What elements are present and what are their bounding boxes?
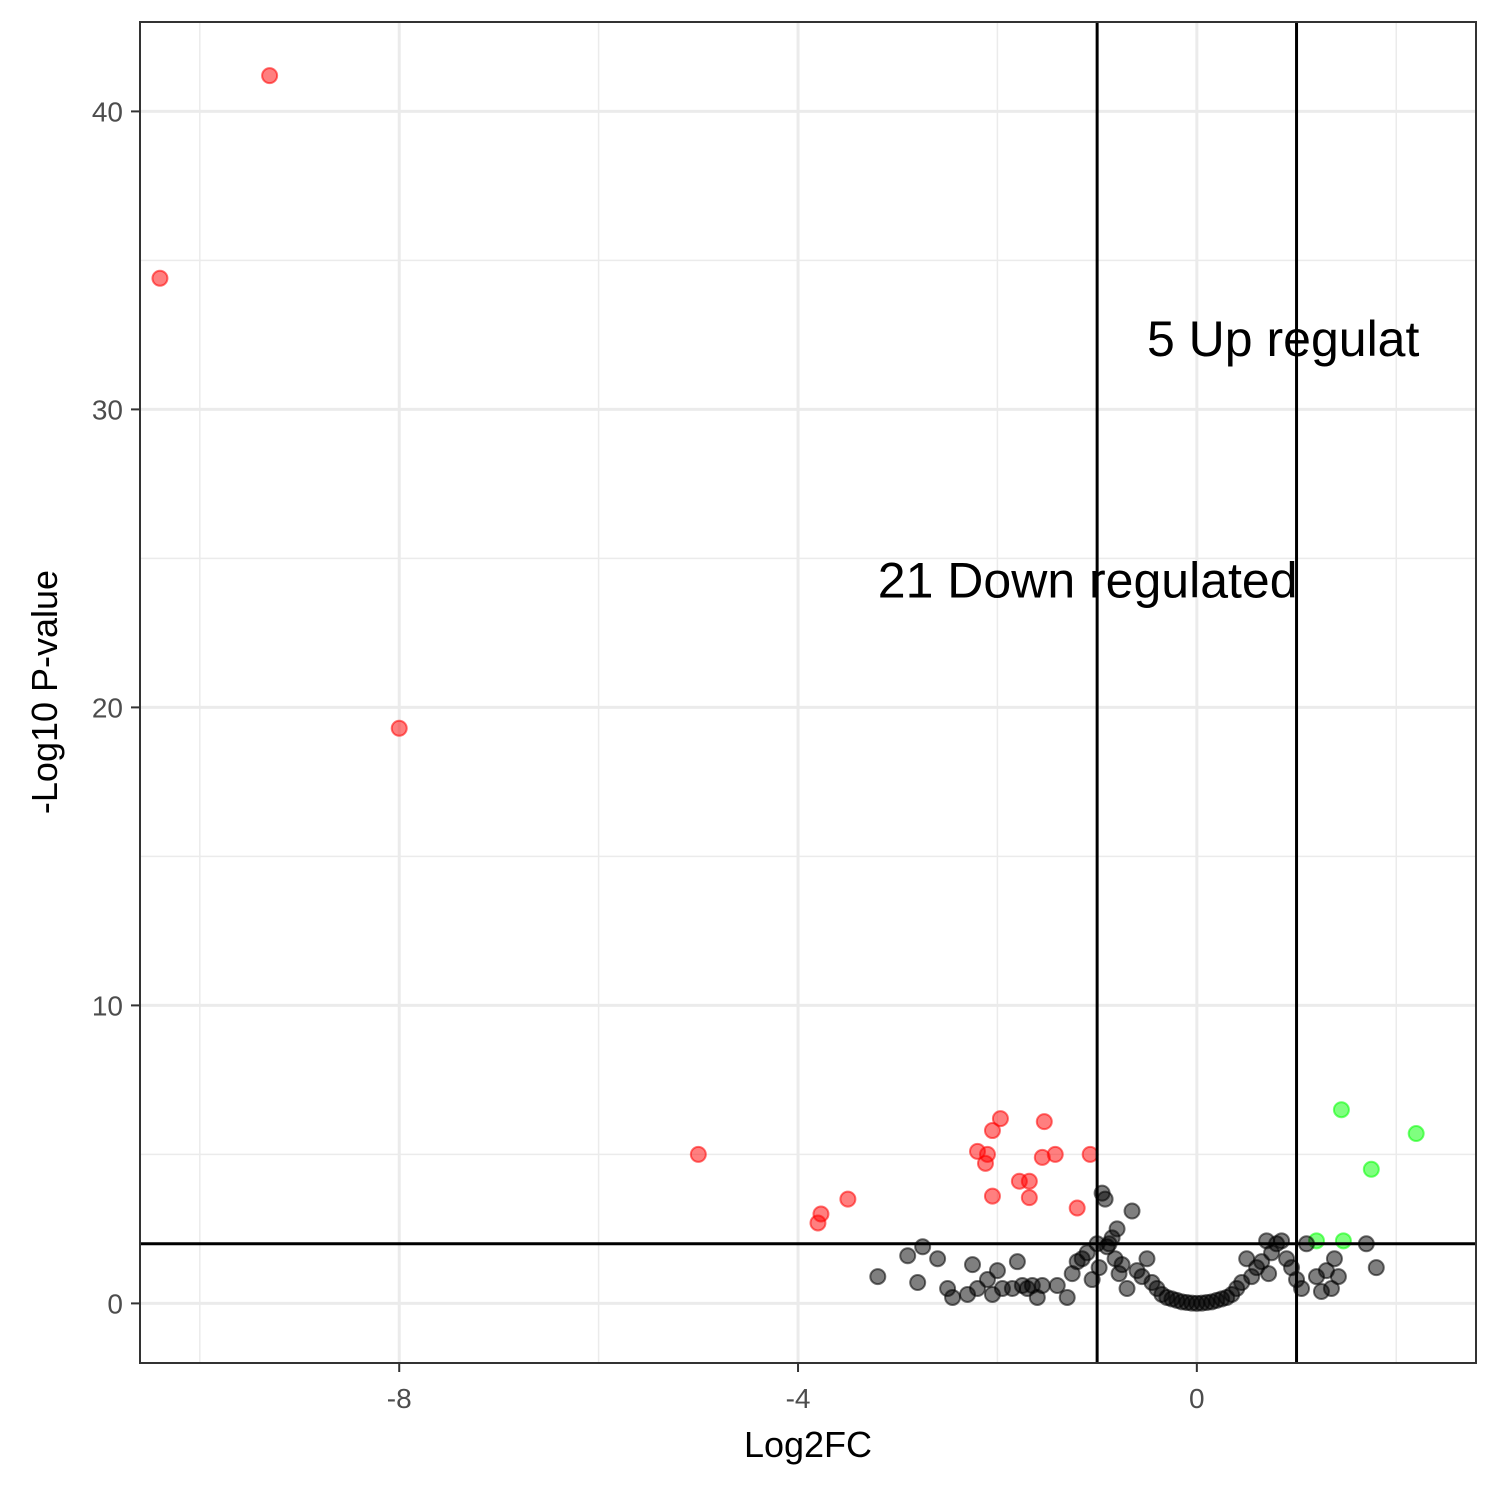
data-point [944, 1288, 962, 1306]
data-point [899, 1247, 917, 1265]
data-point [909, 1274, 927, 1292]
x-tick-label: 0 [1189, 1383, 1205, 1414]
data-point [1020, 1189, 1038, 1207]
data-point [390, 719, 408, 737]
x-axis-title: Log2FC [744, 1424, 872, 1465]
y-tick-label: 30 [92, 394, 123, 425]
data-point [812, 1205, 830, 1223]
data-point [151, 269, 169, 287]
data-point [689, 1145, 707, 1163]
data-point [1113, 1256, 1131, 1274]
y-tick-label: 10 [92, 990, 123, 1021]
annotations: 21 Down regulated 5 Up regulat [878, 311, 1420, 608]
threshold-lines [140, 22, 1476, 1363]
data-point [1123, 1202, 1141, 1220]
data-point [1334, 1232, 1352, 1250]
y-axis-title: -Log10 P-value [24, 570, 65, 814]
data-point [1407, 1125, 1425, 1143]
plot-panel-border [139, 21, 1477, 1364]
data-point [839, 1190, 857, 1208]
data-point [1118, 1280, 1136, 1297]
data-point [1090, 1259, 1108, 1277]
data-point [914, 1238, 932, 1256]
data-point [1048, 1277, 1066, 1295]
data-point [991, 1110, 1009, 1128]
data-point [1008, 1253, 1026, 1271]
data-point [1329, 1268, 1347, 1286]
data-point [1033, 1277, 1051, 1295]
major-gridlines [140, 22, 1476, 1363]
data-points [151, 67, 1425, 1312]
data-point [1138, 1250, 1156, 1268]
data-point [1068, 1199, 1086, 1217]
data-point [1081, 1145, 1099, 1163]
data-point [1273, 1232, 1291, 1250]
data-point [1035, 1113, 1053, 1131]
x-tick-label: -4 [786, 1383, 811, 1414]
minor-gridlines [140, 22, 1476, 1363]
data-point [983, 1122, 1001, 1140]
data-point [869, 1268, 887, 1286]
x-tick-label: -8 [387, 1383, 412, 1414]
data-point [1020, 1172, 1038, 1190]
data-point [1367, 1259, 1385, 1277]
y-tick-label: 40 [92, 96, 123, 127]
data-point [1058, 1288, 1076, 1306]
data-point [929, 1250, 947, 1268]
data-point [983, 1187, 1001, 1205]
data-point [1332, 1101, 1350, 1119]
data-point [1108, 1220, 1126, 1238]
y-tick-label: 20 [92, 692, 123, 723]
annotation-label: 21 Down regulated [878, 552, 1298, 608]
data-point [988, 1262, 1006, 1280]
data-point [1260, 1265, 1278, 1283]
data-point [976, 1154, 994, 1172]
data-point [1325, 1250, 1343, 1268]
data-point [964, 1256, 982, 1274]
annotation-label: 5 Up regulat [1147, 311, 1419, 367]
axes: -8 -4 0 0 10 20 30 40 [92, 96, 1205, 1414]
y-tick-label: 0 [107, 1288, 123, 1319]
data-point [1362, 1160, 1380, 1178]
data-point [1046, 1145, 1064, 1163]
data-point [1096, 1190, 1114, 1208]
data-point [261, 67, 279, 85]
